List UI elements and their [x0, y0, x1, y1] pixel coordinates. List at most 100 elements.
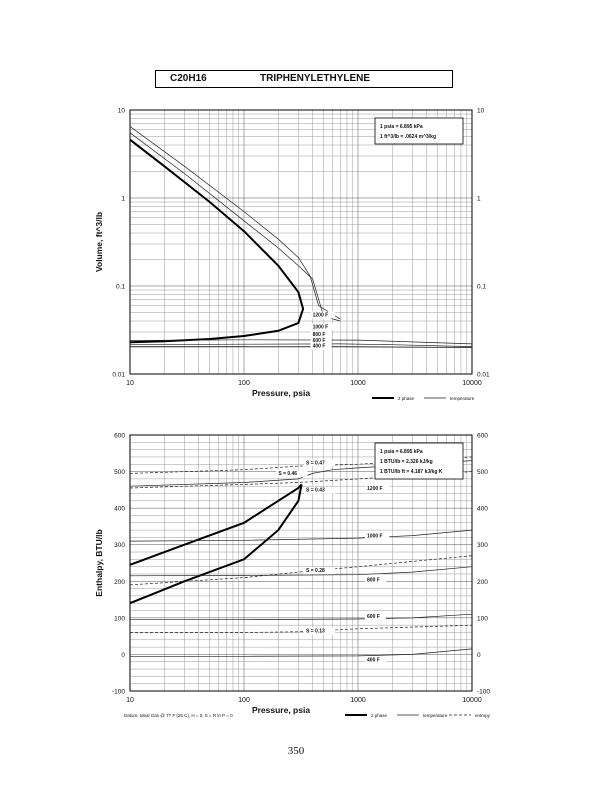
curve-label: 1000 F: [367, 533, 383, 539]
y-tick-label: 0.01: [112, 372, 125, 379]
plot-frame: [129, 434, 473, 692]
y-tick-label: 0.1: [116, 284, 125, 291]
annotation-bg: [365, 576, 387, 584]
y-tick-label: 200: [114, 579, 125, 586]
annotation-bg: [310, 342, 332, 350]
x-tick-label: 10: [126, 697, 134, 704]
series-temperature: [129, 529, 473, 542]
annotation-bg: [310, 331, 332, 339]
y-axis-label: Enthalpy, BTU/lb: [94, 529, 104, 596]
y-tick-label: 1: [121, 196, 125, 203]
curve-label: S = 0.47: [306, 460, 325, 466]
series-entropy: [130, 624, 473, 633]
conversion-box: [374, 442, 464, 480]
annotation-bg: [304, 567, 336, 575]
series-2-phase: [129, 138, 305, 344]
curve-label: S = 0.46: [278, 471, 297, 477]
annotation-bg: [304, 486, 336, 494]
curve-label: S = 0.28: [306, 568, 325, 574]
curve-label: 1200 F: [313, 313, 329, 319]
annotation-bg: [365, 656, 387, 664]
page-number: 350: [287, 745, 305, 757]
x-tick-label: 10000: [462, 697, 482, 704]
conversion-line: 1 BTU/lb ft = 4.187 kJ/kg K: [380, 469, 443, 475]
datum-footnote: Datum: Ideal Gas @ 77 F (25 C), H = 0, S…: [124, 713, 233, 718]
annotation-bg: [304, 459, 336, 467]
y-axis-label: Volume, ft^3/lb: [94, 212, 104, 272]
series-temperature: [129, 343, 473, 347]
y-tick-label-right: 400: [477, 506, 488, 513]
series-temperature: [129, 132, 341, 322]
y-tick-label: 600: [114, 433, 125, 440]
series-temperature: [129, 346, 473, 348]
annotation-bg: [310, 337, 332, 345]
x-tick-label: 100: [238, 697, 250, 704]
curve-label: 600 F: [367, 614, 380, 620]
series-2-phase: [129, 484, 303, 605]
y-tick-label-right: 200: [477, 579, 488, 586]
legend-label: temperature: [450, 396, 475, 401]
annotation-bg: [276, 470, 308, 478]
y-tick-label: 100: [114, 615, 125, 622]
x-tick-label: 1000: [350, 697, 366, 704]
annotation-bg: [310, 323, 336, 331]
x-tick-label: 100: [238, 380, 250, 387]
y-tick-label-right: 500: [477, 469, 488, 476]
y-tick-label: -100: [112, 689, 125, 696]
curve-label: 400 F: [313, 344, 326, 350]
legend-label: temperature: [423, 713, 448, 718]
y-tick-label: 300: [114, 542, 125, 549]
legend-label: 2 phase: [398, 396, 415, 401]
series-temperature: [129, 339, 473, 345]
x-tick-label: 10000: [462, 380, 482, 387]
conversion-line: 1 psia = 6.895 kPa: [380, 124, 423, 130]
y-tick-label: 10: [118, 108, 126, 115]
series-temperature: [129, 126, 341, 320]
series-entropy: [129, 555, 473, 586]
y-tick-label-right: 0.01: [477, 372, 490, 379]
x-tick-label: 10: [126, 380, 134, 387]
x-tick-label: 1000: [350, 380, 366, 387]
curve-label: S = 0.13: [306, 628, 325, 634]
chart-title-box: C20H16 TRIPHENYLETHYLENE: [155, 70, 453, 88]
y-tick-label-right: 600: [477, 433, 488, 440]
curve-label: S = 0.43: [306, 488, 325, 494]
series-temperature: [130, 613, 473, 621]
annotation-bg: [310, 311, 336, 319]
conversion-line: 1 psia = 6.895 kPa: [380, 449, 423, 455]
y-tick-label: 400: [114, 506, 125, 513]
annotation-bg: [365, 612, 387, 620]
chemical-formula: C20H16: [170, 73, 207, 84]
y-tick-label-right: 1: [477, 196, 481, 203]
annotation-bg: [304, 627, 336, 635]
series-2-phase: [129, 483, 303, 566]
y-tick-label-right: 0.1: [477, 284, 486, 291]
curve-label: 1000 F: [313, 324, 329, 330]
plot-frame: [129, 109, 473, 375]
legend-label: 2 phase: [371, 713, 388, 718]
curve-label: 800 F: [313, 332, 326, 338]
series-temperature: [129, 566, 473, 577]
legend-label: entropy: [475, 713, 491, 718]
annotation-bg: [365, 484, 390, 492]
series-temperature: [130, 648, 473, 657]
y-tick-label: 500: [114, 469, 125, 476]
curve-label: 400 F: [367, 658, 380, 664]
grid: [129, 110, 472, 375]
conversion-box: [374, 117, 464, 145]
y-tick-label-right: 300: [477, 542, 488, 549]
conversion-line: 1 BTU/lb = 2.326 kJ/kg: [380, 459, 433, 465]
y-tick-label-right: 0: [477, 652, 481, 659]
y-tick-label-right: -100: [477, 689, 490, 696]
curve-label: 800 F: [367, 577, 380, 583]
y-tick-label-right: 10: [477, 108, 485, 115]
x-axis-label: Pressure, psia: [252, 705, 310, 715]
curve-label: 1200 F: [367, 486, 383, 492]
series-temperature: [129, 460, 473, 487]
annotation-bg: [365, 532, 390, 540]
grid: [129, 434, 472, 692]
y-tick-label-right: 100: [477, 615, 488, 622]
